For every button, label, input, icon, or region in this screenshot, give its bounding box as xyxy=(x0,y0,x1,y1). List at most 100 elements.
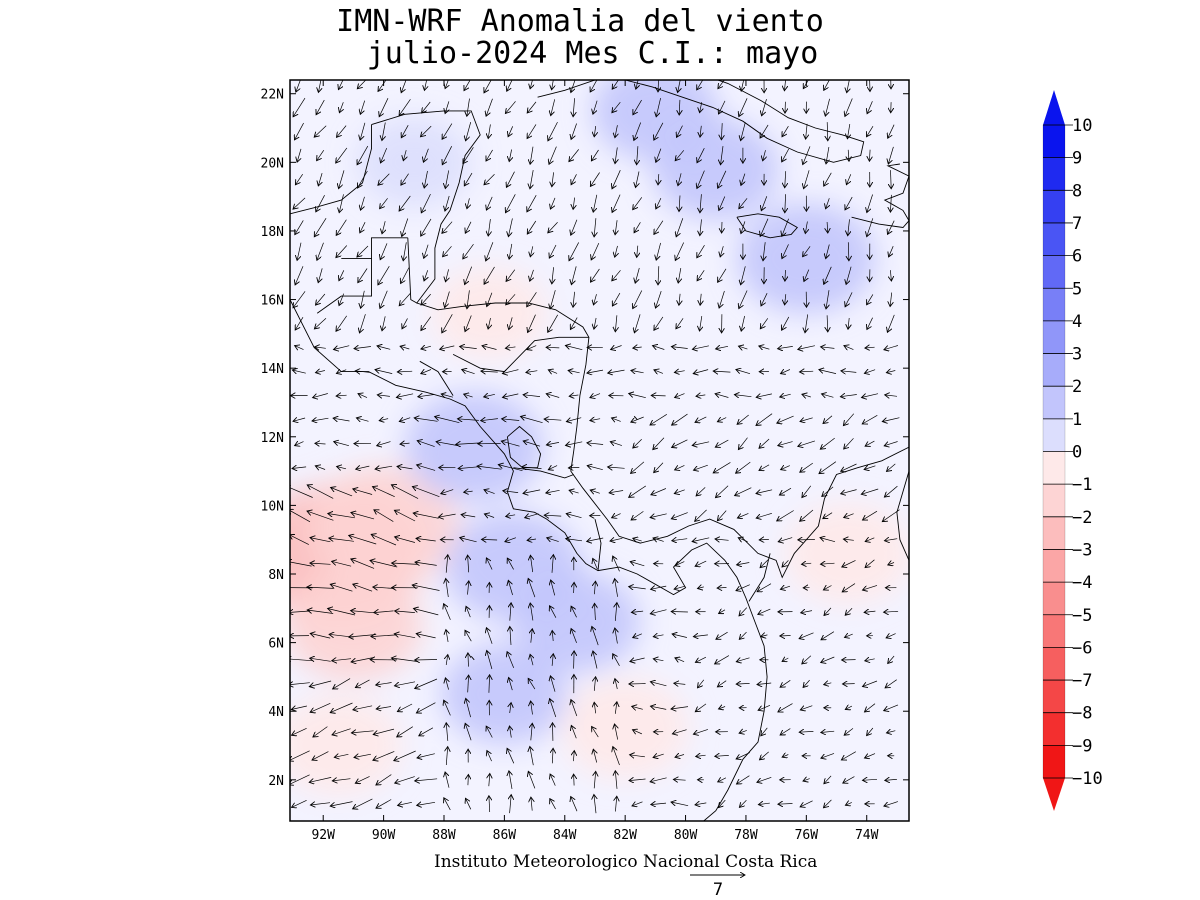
wind-vector xyxy=(506,269,516,282)
wind-vector xyxy=(465,266,473,285)
wind-vector xyxy=(821,631,835,640)
wind-vector xyxy=(867,101,873,114)
wind-vector xyxy=(629,587,646,589)
colorbar-segment xyxy=(1043,451,1065,485)
wind-vector xyxy=(678,268,681,283)
wind-vector xyxy=(530,654,533,666)
colorbar-segment xyxy=(1043,125,1065,159)
wind-vector xyxy=(848,219,850,235)
wind-vector xyxy=(313,393,328,398)
wind-vector xyxy=(824,607,832,616)
wind-vector xyxy=(633,347,642,348)
wind-vector xyxy=(574,774,575,786)
wind-vector xyxy=(467,290,470,309)
wind-vector xyxy=(501,441,520,447)
wind-vector xyxy=(637,146,638,165)
wind-vector xyxy=(548,221,558,233)
wind-vector xyxy=(716,485,729,498)
wind-vector xyxy=(330,801,353,807)
wind-vector xyxy=(672,413,688,425)
wind-vector xyxy=(527,195,537,212)
wind-vector xyxy=(800,462,814,472)
wind-vector xyxy=(591,149,599,161)
wind-vector xyxy=(615,796,616,812)
wind-vector xyxy=(290,683,310,685)
wind-vector xyxy=(360,222,366,233)
wind-vector xyxy=(358,170,368,188)
wind-vector xyxy=(844,438,854,449)
wind-vector xyxy=(826,290,829,309)
wind-vector xyxy=(442,314,453,333)
wind-vector xyxy=(761,727,768,736)
wind-vector xyxy=(615,628,618,644)
wind-vector xyxy=(402,318,408,328)
wind-vector xyxy=(442,221,453,234)
wind-vector xyxy=(695,560,707,566)
wind-vector xyxy=(804,269,810,282)
wind-vector xyxy=(351,513,375,520)
colorbar-label: −9 xyxy=(1072,736,1092,756)
wind-vector xyxy=(594,677,595,691)
wind-vector xyxy=(379,98,389,117)
wind-vector xyxy=(401,80,407,93)
wind-vector xyxy=(778,537,793,542)
wind-vector xyxy=(509,678,513,691)
wind-vector xyxy=(739,800,747,807)
coastline xyxy=(470,656,475,661)
wind-vector xyxy=(445,101,449,113)
wind-vector xyxy=(759,438,770,448)
wind-vector xyxy=(570,317,578,330)
wind-vector xyxy=(633,290,643,309)
wind-vector xyxy=(548,121,558,141)
wind-vector xyxy=(290,510,311,523)
wind-vector xyxy=(693,635,708,637)
wind-vector xyxy=(615,147,617,163)
wind-vector xyxy=(445,772,450,788)
wind-vector xyxy=(653,659,664,661)
wind-vector xyxy=(438,514,456,517)
wind-vector xyxy=(398,802,412,805)
wind-vector xyxy=(719,100,726,114)
wind-vector xyxy=(508,126,514,136)
wind-vector xyxy=(382,316,385,331)
wind-vector xyxy=(417,802,436,805)
plot-frame xyxy=(289,79,910,822)
wind-vector xyxy=(307,587,334,588)
wind-vector xyxy=(739,346,748,349)
wind-vector xyxy=(419,727,434,736)
wind-vector xyxy=(484,514,495,518)
wind-vector xyxy=(486,558,493,570)
wind-vector xyxy=(339,194,344,212)
wind-vector xyxy=(444,700,451,716)
wind-vector xyxy=(445,195,450,211)
wind-vector xyxy=(738,437,748,450)
wind-vector xyxy=(552,748,553,764)
wind-vector xyxy=(885,679,897,688)
wind-vector xyxy=(573,98,575,117)
x-tick-label: 84W xyxy=(553,828,577,843)
wind-vector xyxy=(719,196,726,211)
wind-vector xyxy=(865,559,875,568)
wind-vector xyxy=(761,635,768,637)
wind-vector xyxy=(612,270,621,281)
wind-vector xyxy=(630,562,645,567)
wind-vector xyxy=(840,395,857,397)
wind-vector xyxy=(571,266,577,284)
wind-vector xyxy=(392,563,418,564)
wind-vector xyxy=(695,803,707,805)
wind-vector xyxy=(825,98,830,116)
wind-vector xyxy=(339,293,345,306)
wind-vector xyxy=(569,149,579,161)
wind-vector xyxy=(547,538,559,542)
colorbar-label: 3 xyxy=(1072,345,1082,365)
wind-vector xyxy=(312,418,329,421)
wind-vector xyxy=(569,490,579,493)
wind-vector xyxy=(695,656,707,662)
wind-vector xyxy=(569,395,579,396)
wind-vector xyxy=(530,170,533,189)
wind-vector xyxy=(486,149,493,161)
wind-vector xyxy=(886,371,896,373)
wind-vector xyxy=(631,461,645,474)
wind-vector xyxy=(821,347,835,349)
wind-vector xyxy=(464,172,473,186)
